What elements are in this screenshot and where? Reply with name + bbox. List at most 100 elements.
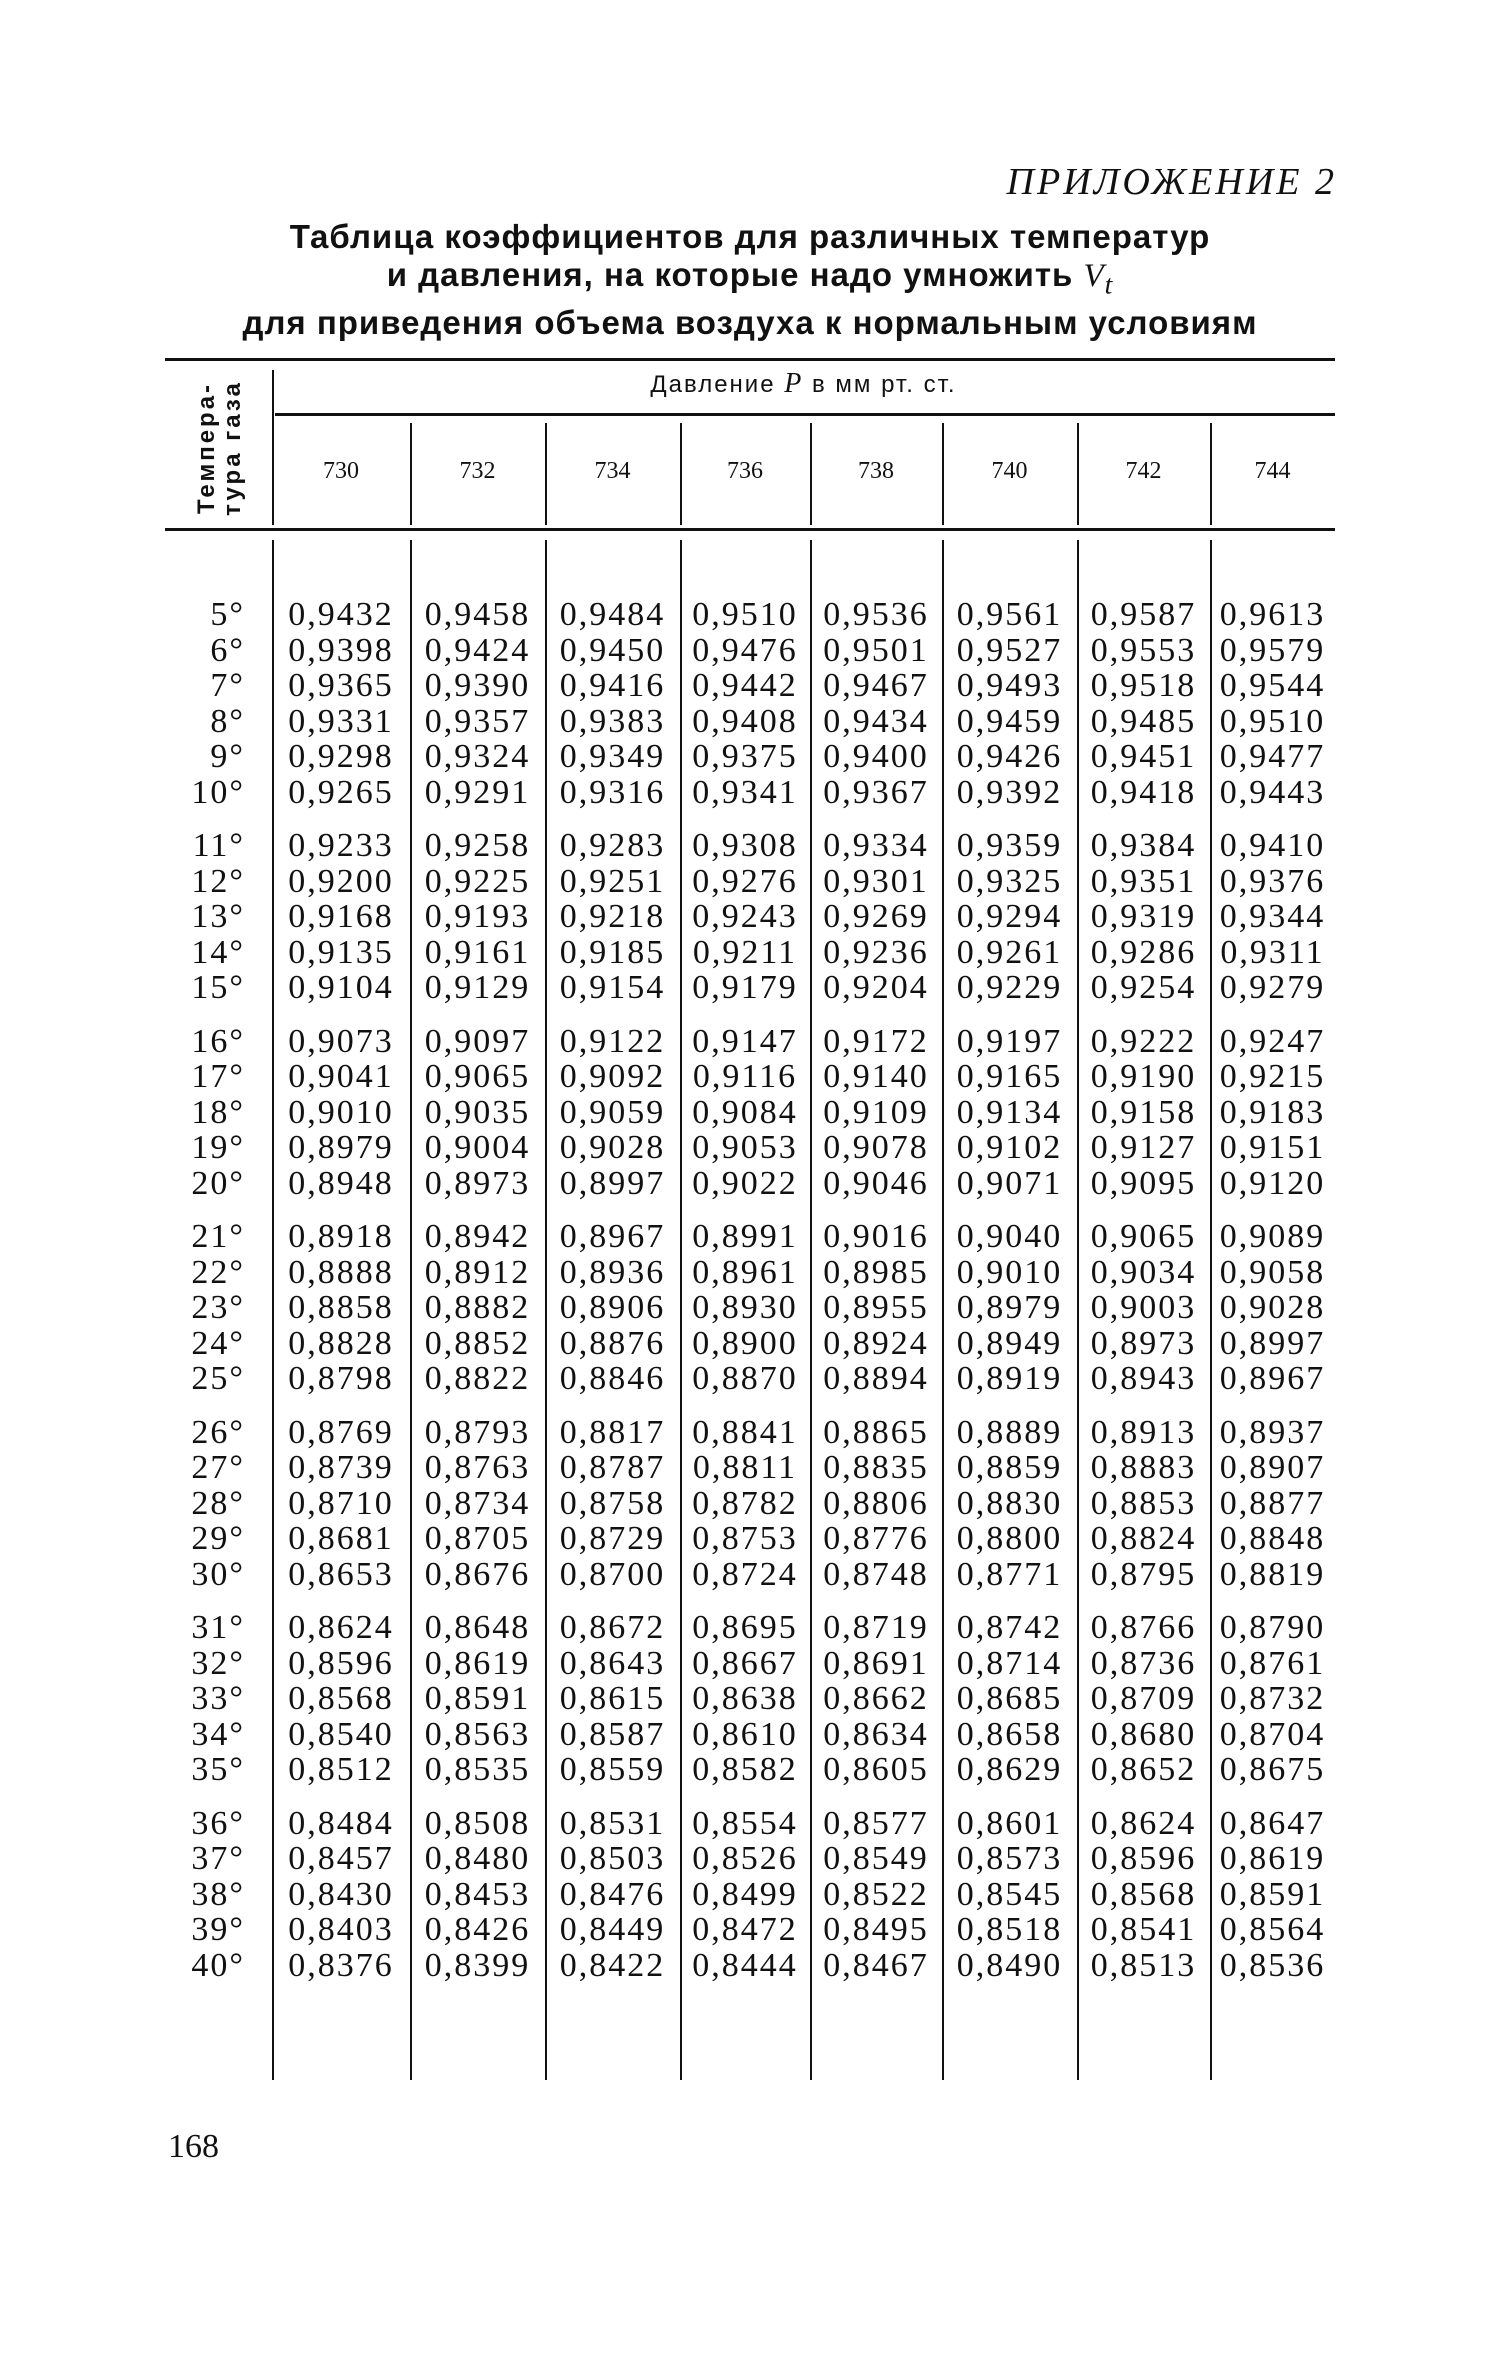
coefficient-cell: 0,9236	[823, 933, 929, 971]
coefficient-cell: 0,9432	[288, 596, 394, 633]
coefficient-cell: 0,9151	[1219, 1129, 1326, 1166]
table-row: 35° 0,8512 0,8535 0,8559 0,8582 0,8605 0,8629 0…	[165, 1752, 1335, 1788]
coefficient-cell: 0,8883	[1090, 1449, 1197, 1486]
coefficient-cell: 0,8985	[823, 1253, 929, 1291]
coefficient-cell: 0,9400	[823, 738, 929, 775]
coefficient-cell: 0,8610	[692, 1715, 798, 1753]
table-row: 19° 0,8979 0,9004 0,9028 0,9053 0,9078 0,9102 0…	[165, 1130, 1335, 1166]
coefficient-cell: 0,8889	[956, 1413, 1063, 1451]
coefficient-cell: 0,9129	[424, 969, 531, 1006]
coefficient-cell: 0,9218	[559, 898, 666, 935]
header-bottom-rule	[165, 528, 1335, 531]
coefficient-cell: 0,8624	[1090, 1804, 1197, 1842]
coefficient-cell: 0,8564	[1219, 1911, 1326, 1948]
coefficient-cell: 0,8782	[692, 1484, 798, 1522]
coefficient-cell: 0,8680	[1090, 1715, 1197, 1753]
temperature-cell: 33°	[191, 1680, 245, 1717]
table-row: 29° 0,8681 0,8705 0,8729 0,8753 0,8776 0,8800 0…	[165, 1521, 1335, 1557]
coefficient-cell: 0,9311	[1220, 933, 1325, 971]
table-body: 5° 0,9432 0,9458 0,9484 0,9510 0,9536 0,9561 0,…	[165, 597, 1335, 2001]
coefficient-cell: 0,9065	[1090, 1218, 1197, 1255]
coefficient-cell: 0,8787	[559, 1449, 666, 1486]
coefficient-cell: 0,9215	[1219, 1058, 1326, 1095]
coefficient-cell: 0,8681	[288, 1520, 394, 1557]
coefficient-cell: 0,9089	[1219, 1218, 1326, 1255]
coefficient-cell: 0,8918	[288, 1218, 394, 1255]
coefficient-cell: 0,9116	[692, 1058, 798, 1095]
column-divider	[1210, 540, 1212, 2080]
table-row: 11° 0,9233 0,9258 0,9283 0,9308 0,9334 0,9359 0…	[165, 828, 1335, 864]
coefficient-cell: 0,9334	[823, 827, 929, 864]
coefficient-cell: 0,9484	[559, 596, 666, 633]
coefficient-cell: 0,8540	[288, 1715, 394, 1753]
coefficient-cell: 0,9325	[956, 862, 1063, 900]
row-group: 21° 0,8918 0,8942 0,8967 0,8991 0,9016 0,9040 0…	[165, 1219, 1335, 1397]
coefficient-cell: 0,8676	[424, 1555, 531, 1593]
coefficient-cell: 0,8865	[823, 1413, 929, 1451]
coefficient-cell: 0,8811	[692, 1449, 798, 1486]
coefficient-cell: 0,8748	[823, 1555, 929, 1593]
coefficient-cell: 0,8704	[1219, 1715, 1326, 1753]
coefficient-cell: 0,9140	[823, 1058, 929, 1095]
temperature-cell: 21°	[191, 1218, 245, 1255]
coefficient-cell: 0,8979	[288, 1129, 394, 1166]
coefficient-cell: 0,9375	[692, 738, 798, 775]
coefficient-cell: 0,9459	[956, 702, 1063, 740]
coefficient-cell: 0,8859	[956, 1449, 1063, 1486]
coefficient-cell: 0,8912	[424, 1253, 531, 1291]
coefficient-cell: 0,9058	[1219, 1253, 1326, 1291]
coefficient-cell: 0,8430	[288, 1875, 394, 1913]
coefficient-cell: 0,9398	[288, 631, 394, 669]
coefficient-cell: 0,9424	[424, 631, 531, 669]
coefficient-cell: 0,8535	[424, 1751, 531, 1788]
title-line-2: и давления, на которые надо умножить Vt	[386, 256, 1114, 300]
coefficient-cell: 0,8766	[1090, 1609, 1197, 1646]
coefficient-cell: 0,8685	[956, 1680, 1063, 1717]
appendix-label: ПРИЛОЖЕНИЕ 2	[1006, 161, 1337, 203]
pressure-column-header: 734	[594, 458, 631, 484]
coefficient-cell: 0,9035	[424, 1093, 531, 1131]
temperature-cell: 37°	[191, 1840, 245, 1877]
table-row: 27° 0,8739 0,8763 0,8787 0,8811 0,8835 0,8859 0…	[165, 1450, 1335, 1486]
coefficient-cell: 0,8790	[1219, 1609, 1326, 1646]
coefficient-cell: 0,9613	[1219, 596, 1326, 633]
table-row: 25° 0,8798 0,8822 0,8846 0,8870 0,8894 0,8919 0…	[165, 1361, 1335, 1397]
coefficient-cell: 0,8653	[288, 1555, 394, 1593]
coefficient-cell: 0,9084	[692, 1093, 798, 1131]
coefficient-cell: 0,9416	[559, 667, 666, 704]
coefficient-cell: 0,9154	[559, 969, 666, 1006]
coefficient-cell: 0,8841	[692, 1413, 798, 1451]
coefficient-cell: 0,9010	[956, 1253, 1063, 1291]
table-row: 40° 0,8376 0,8399 0,8422 0,8444 0,8467 0,8490 0…	[165, 1946, 1335, 1984]
table-row: 28° 0,8710 0,8734 0,8758 0,8782 0,8806 0,8830 0…	[165, 1484, 1335, 1522]
coefficient-cell: 0,9073	[288, 1022, 394, 1060]
coefficient-cell: 0,8619	[424, 1644, 531, 1682]
temperature-cell: 12°	[191, 862, 245, 900]
column-divider	[272, 370, 274, 525]
coefficient-cell: 0,8559	[559, 1751, 666, 1788]
temperature-cell: 36°	[191, 1804, 245, 1842]
table-row: 39° 0,8403 0,8426 0,8449 0,8472 0,8495 0,8518 0…	[165, 1912, 1335, 1948]
coefficient-cell: 0,8719	[823, 1609, 929, 1646]
coefficient-cell: 0,8846	[559, 1360, 666, 1397]
table-row: 17° 0,9041 0,9065 0,9092 0,9116 0,9140 0,9165 0…	[165, 1059, 1335, 1095]
coefficient-cell: 0,8648	[424, 1609, 531, 1646]
coefficient-cell: 0,9344	[1219, 898, 1326, 935]
coefficient-cell: 0,9028	[1219, 1289, 1326, 1326]
coefficient-cell: 0,8531	[559, 1804, 666, 1842]
coefficient-cell: 0,9034	[1090, 1253, 1197, 1291]
coefficient-cell: 0,8705	[424, 1520, 531, 1557]
coefficient-cell: 0,9071	[956, 1164, 1063, 1202]
coefficient-cell: 0,8399	[424, 1946, 531, 1984]
table-row: 21° 0,8918 0,8942 0,8967 0,8991 0,9016 0,9040 0…	[165, 1219, 1335, 1255]
coefficient-cell: 0,9179	[692, 969, 798, 1006]
coefficient-cell: 0,8457	[288, 1840, 394, 1877]
coefficient-cell: 0,8967	[559, 1218, 666, 1255]
coefficient-cell: 0,9510	[1219, 702, 1326, 740]
coefficient-cell: 0,9544	[1219, 667, 1326, 704]
coefficient-cell: 0,9434	[823, 702, 929, 740]
table-row: 20° 0,8948 0,8973 0,8997 0,9022 0,9046 0,9071 0…	[165, 1164, 1335, 1202]
temperature-cell: 15°	[191, 969, 245, 1006]
table-row: 31° 0,8624 0,8648 0,8672 0,8695 0,8719 0,8742 0…	[165, 1610, 1335, 1646]
row-group: 11° 0,9233 0,9258 0,9283 0,9308 0,9334 0,9359 0…	[165, 828, 1335, 1006]
